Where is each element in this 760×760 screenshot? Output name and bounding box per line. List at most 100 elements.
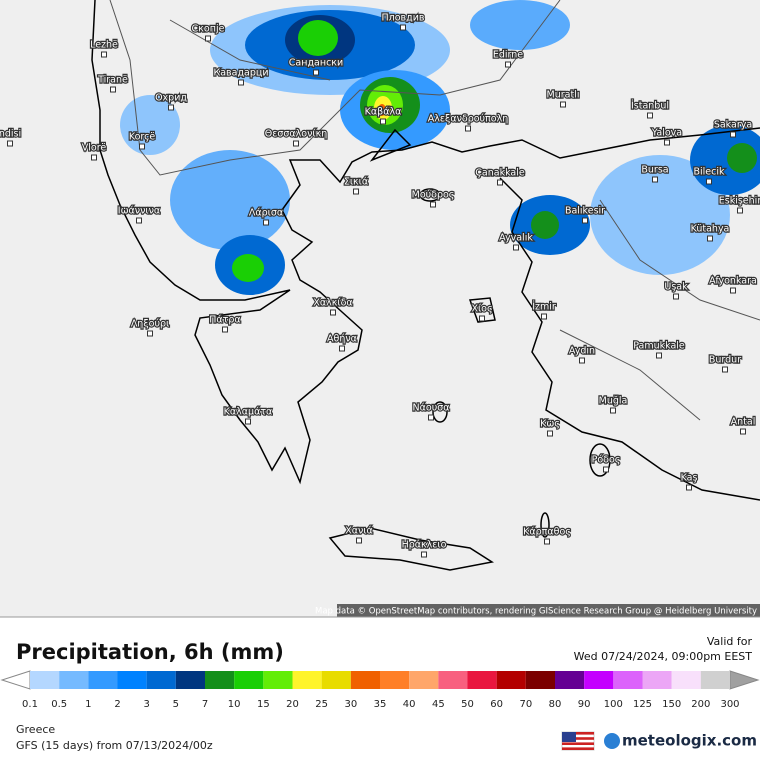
city-marker bbox=[505, 61, 511, 68]
legend-tick-label: 0.5 bbox=[51, 699, 67, 710]
city-label: Çanakkale bbox=[475, 168, 525, 179]
attribution: Map data © OpenStreetMap contributors, r… bbox=[315, 607, 757, 617]
legend-swatch bbox=[263, 671, 293, 689]
city-label: Edirne bbox=[493, 50, 523, 61]
legend-swatch bbox=[671, 671, 701, 689]
legend-swatch bbox=[175, 671, 205, 689]
city-label: Κως bbox=[540, 419, 560, 430]
city-marker bbox=[313, 69, 319, 76]
city-label: Χαλκίδα bbox=[313, 298, 352, 309]
city-label: Χίος bbox=[471, 304, 492, 315]
legend-tick-label: 7 bbox=[202, 699, 208, 710]
city-label: Bursa bbox=[641, 165, 668, 176]
city-marker bbox=[168, 104, 174, 111]
legend-swatch bbox=[584, 671, 614, 689]
city-label: Ιωάννινα bbox=[118, 206, 160, 217]
legend-tick-label: 70 bbox=[519, 699, 532, 710]
city-label: Kütahya bbox=[691, 224, 730, 235]
legend-tick-label: 40 bbox=[403, 699, 416, 710]
city-marker bbox=[730, 287, 736, 294]
city-label: Kaş bbox=[681, 473, 698, 484]
city-marker bbox=[656, 352, 662, 359]
city-marker bbox=[430, 201, 436, 208]
legend-tick-label: 25 bbox=[315, 699, 328, 710]
legend-tick-label: 5 bbox=[173, 699, 179, 710]
legend-swatch bbox=[613, 671, 643, 689]
city-label: Muratlı bbox=[547, 90, 580, 101]
city-marker bbox=[238, 79, 244, 86]
city-label: Pamukkale bbox=[633, 341, 685, 352]
city-label: Uşak bbox=[664, 282, 688, 293]
city-label: Скопје bbox=[192, 24, 225, 35]
legend-arrow-left bbox=[0, 670, 31, 690]
city-label: Sakarya bbox=[714, 120, 752, 131]
city-marker bbox=[91, 154, 97, 161]
city-marker bbox=[603, 466, 609, 473]
legend-tick-label: 125 bbox=[633, 699, 652, 710]
city-marker bbox=[339, 345, 345, 352]
city-marker bbox=[560, 101, 566, 108]
legend-swatch bbox=[234, 671, 264, 689]
city-marker bbox=[110, 86, 116, 93]
city-label: Muğla bbox=[599, 396, 628, 407]
city-marker bbox=[465, 125, 471, 132]
city-label: İstanbul bbox=[631, 101, 669, 112]
legend-swatch bbox=[59, 671, 89, 689]
legend-swatch bbox=[700, 671, 730, 689]
city-marker bbox=[139, 143, 145, 150]
city-marker bbox=[541, 313, 547, 320]
brand[interactable]: meteologix.com bbox=[622, 732, 757, 750]
city-label: Vlorë bbox=[82, 143, 107, 154]
city-marker bbox=[101, 51, 107, 58]
city-marker bbox=[400, 24, 406, 31]
legend-tick-label: 300 bbox=[720, 699, 739, 710]
city-label: Κάρπαθος bbox=[523, 527, 571, 538]
city-label: Χανιά bbox=[345, 526, 373, 537]
attribution-bar bbox=[337, 604, 760, 617]
city-marker bbox=[652, 176, 658, 183]
legend-swatch bbox=[438, 671, 468, 689]
city-marker bbox=[647, 112, 653, 119]
city-marker bbox=[421, 551, 427, 558]
city-marker bbox=[222, 326, 228, 333]
city-label: Λάρισα bbox=[249, 208, 283, 219]
region: Greece bbox=[16, 723, 55, 736]
city-marker bbox=[544, 538, 550, 545]
city-marker bbox=[664, 139, 670, 146]
city-marker bbox=[740, 428, 746, 435]
city-label: ndisi bbox=[0, 129, 21, 140]
legend-swatch bbox=[409, 671, 439, 689]
city-label: Αλεξανδρούπολη bbox=[428, 114, 508, 125]
city-marker bbox=[582, 217, 588, 224]
city-marker bbox=[707, 235, 713, 242]
legend-tick-label: 20 bbox=[286, 699, 299, 710]
city-marker bbox=[428, 414, 434, 421]
city-label: Ληξούρι bbox=[131, 319, 169, 330]
city-marker bbox=[686, 484, 692, 491]
city-marker bbox=[330, 309, 336, 316]
legend-tick-label: 90 bbox=[578, 699, 591, 710]
city-label: Пловдив bbox=[382, 13, 425, 24]
brand-icon bbox=[604, 733, 620, 749]
legend-swatch bbox=[205, 671, 235, 689]
legend-swatch bbox=[380, 671, 410, 689]
city-label: Bilecik bbox=[693, 167, 725, 178]
legend-swatch bbox=[496, 671, 526, 689]
city-marker bbox=[579, 357, 585, 364]
valid-label: Valid for bbox=[707, 635, 753, 648]
city-label: Eskişehir bbox=[719, 196, 760, 207]
legend-swatch bbox=[117, 671, 147, 689]
city-label: Lezhë bbox=[90, 40, 118, 51]
city-marker bbox=[722, 366, 728, 373]
valid-time: Wed 07/24/2024, 09:00pm EEST bbox=[574, 650, 753, 663]
city-marker bbox=[706, 178, 712, 185]
city-marker bbox=[380, 118, 386, 125]
model-run: GFS (15 days) from 07/13/2024/00z bbox=[16, 739, 213, 752]
legend-tick-label: 15 bbox=[257, 699, 270, 710]
city-label: Θεσσαλονίκη bbox=[265, 129, 328, 140]
city-label: Αθήνα bbox=[327, 334, 357, 345]
legend-swatch bbox=[88, 671, 118, 689]
legend-swatch bbox=[146, 671, 176, 689]
city-marker bbox=[673, 293, 679, 300]
